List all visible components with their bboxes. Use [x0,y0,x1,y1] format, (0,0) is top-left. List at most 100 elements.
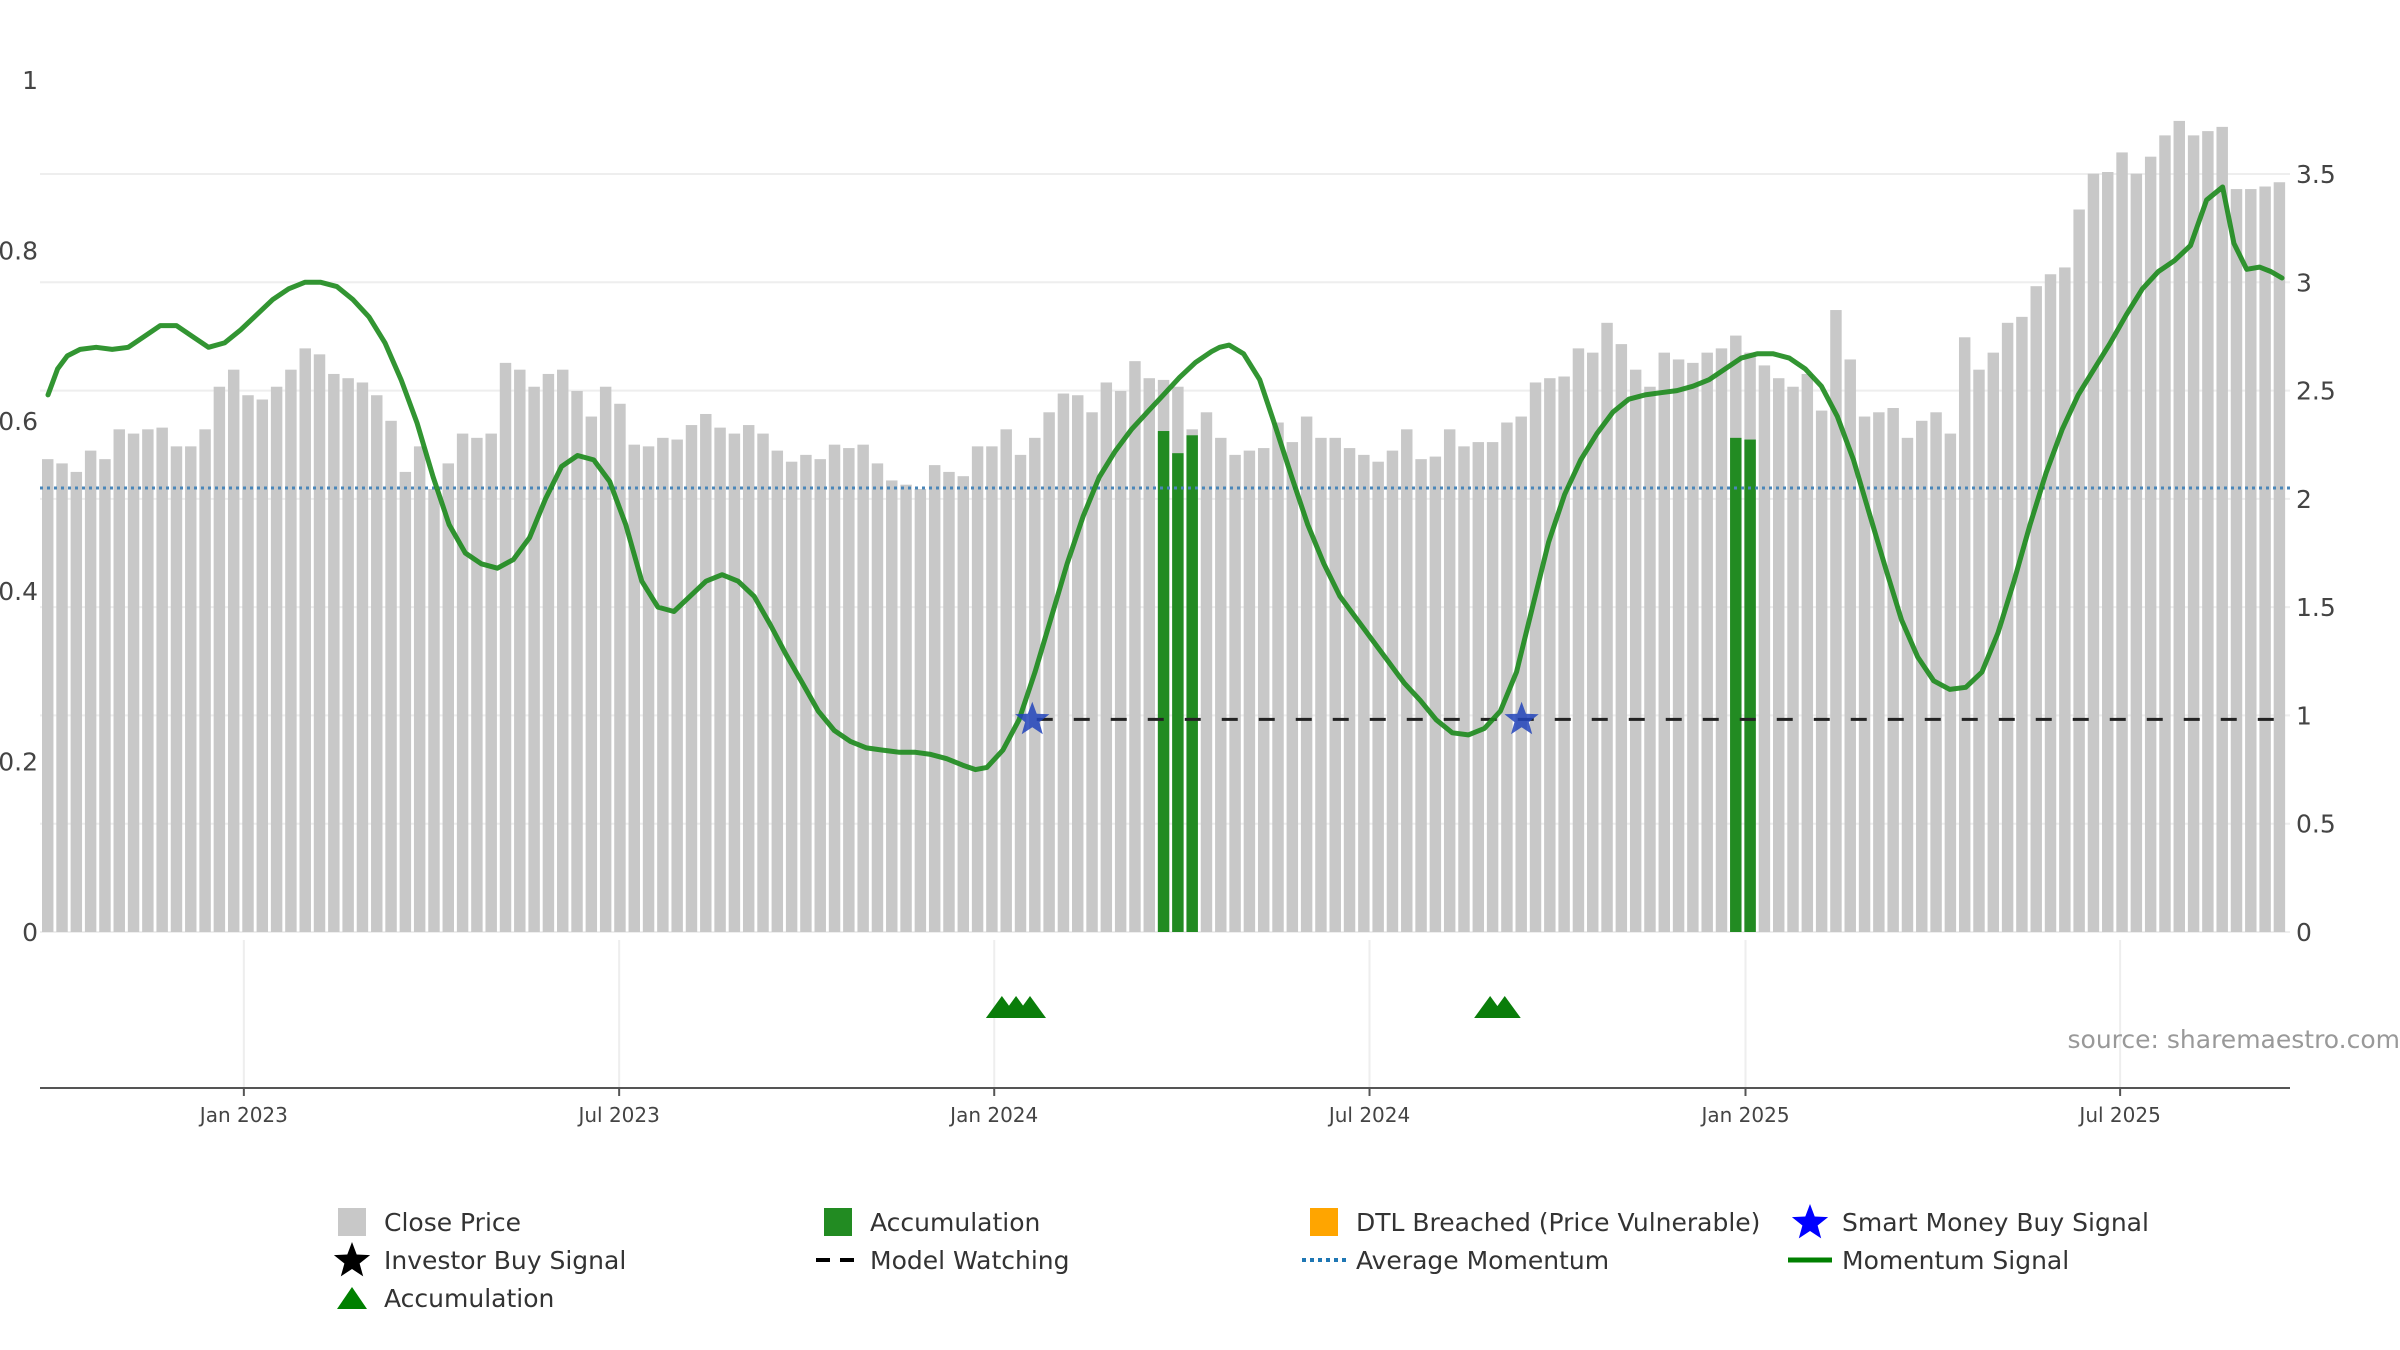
legend-star-icon [1788,1204,1832,1239]
legend-label: Average Momentum [1356,1245,1610,1275]
close-price-bars [42,120,2286,933]
x-axis-tick: Jul 2024 [1327,1103,1410,1127]
close-price-bar [2030,286,2042,933]
close-price-bar [485,433,497,932]
close-price-bar [1887,408,1899,932]
legend-label: Investor Buy Signal [384,1245,627,1275]
legend-label: Close Price [384,1207,522,1237]
close-price-bar [2216,126,2228,933]
close-price-bar [399,471,412,932]
accumulation-bars [1157,431,1756,932]
close-price-bar [1973,369,1985,932]
legend-item: Accumulation [816,1205,1040,1239]
accumulation-bar [1744,439,1756,932]
close-price-bar [1057,393,1070,932]
close-price-bar [1014,454,1027,932]
close-price-bar [1572,348,1585,932]
close-price-bar [700,413,712,932]
close-price-bar [1916,420,1928,932]
legend: Close Price Accumulation DTL Breached (Pri… [330,1204,2180,1335]
close-price-bar [957,476,970,932]
close-price-bar [371,395,383,932]
close-price-bar [185,446,197,932]
close-price-bar [1458,446,1470,932]
legend-square-icon [330,1205,374,1239]
close-price-bar [1072,395,1084,932]
close-price-bar [1300,416,1313,932]
close-price-bar [1143,378,1155,932]
close-price-bar [642,446,655,932]
close-price-bar [70,471,83,932]
close-price-bar [657,437,669,932]
close-price-bar [742,425,755,932]
close-price-bar [1200,412,1213,932]
close-price-bar [685,425,698,932]
legend-label: Model Watching [870,1245,1070,1275]
smart-money-buy-star [1504,701,1539,735]
close-price-bar [142,429,154,932]
legend-line-icon [1788,1243,1832,1277]
right-axis-ticks: 0 0.5 1 1.5 2 2.5 3 3.5 [2296,160,2336,947]
close-price-bar [342,378,354,932]
right-axis-tick: 0 [2296,918,2312,947]
close-price-bar [1758,365,1771,932]
x-axis-tick: Jan 2023 [198,1103,288,1127]
close-price-bar [2102,172,2114,933]
close-price-bar [1215,437,1227,932]
close-price-bar [828,444,841,932]
close-price-bar [1844,359,1856,932]
left-axis-tick: 0.4 [0,577,38,606]
legend-item: Model Watching [816,1243,1070,1277]
close-price-bar [1129,361,1141,932]
close-price-bar [914,488,927,932]
left-axis-ticks: 0 0.2 0.4 0.6 0.8 1 [0,66,38,947]
close-price-bar [714,427,726,932]
close-price-bar [1529,382,1542,933]
source-note: source: sharemaestro.com [2068,1025,2400,1054]
legend-label: Accumulation [384,1283,555,1313]
close-price-bar [542,373,555,932]
close-price-bar [2187,135,2200,932]
close-price-bar [1329,437,1341,932]
close-price-bar [785,461,798,932]
close-price-bar [1715,348,1728,932]
right-axis-tick: 0.5 [2296,810,2336,839]
smart-money-buy-star [1015,701,1050,735]
accumulation-bar [1172,453,1184,932]
close-price-bar [2044,274,2057,933]
close-price-bar [2144,156,2157,932]
close-price-bar [99,459,111,932]
close-price-bar [843,448,855,932]
right-axis-tick: 2 [2296,485,2312,514]
close-price-bar [2259,186,2271,932]
close-price-bar [2245,189,2257,932]
close-price-bar [1830,310,1842,932]
close-price-bar [1515,416,1527,932]
close-price-bar [814,459,826,932]
close-price-bar [1386,450,1399,932]
close-price-bar [1243,450,1256,932]
close-price-bar [227,369,240,932]
close-price-bar [328,373,340,932]
close-price-bar [213,386,226,933]
close-price-bar [42,459,54,932]
close-price-bar [1343,448,1356,932]
close-price-bar [1472,442,1485,932]
close-price-bar [1315,437,1327,932]
right-axis-tick: 3 [2296,268,2312,297]
x-axis-tick: Jan 2025 [1699,1103,1789,1127]
close-price-bar [928,465,941,932]
close-price-bar [1787,386,1799,933]
right-axis-tick: 1 [2296,701,2312,730]
close-price-bar [1100,382,1113,933]
close-price-bar [1701,352,1713,932]
close-price-bar [1815,410,1828,932]
close-price-bar [1229,454,1241,932]
x-axis-ticks: Jan 2023 Jul 2023 Jan 2024 Jul 2024 Jan 2025… [198,1088,2161,1127]
left-axis-tick: 0.2 [0,748,38,777]
close-price-bar [456,433,469,932]
close-price-bar [628,444,640,932]
close-price-bar [385,420,397,932]
legend-square-icon [1302,1205,1346,1239]
legend-label: Accumulation [870,1207,1041,1237]
